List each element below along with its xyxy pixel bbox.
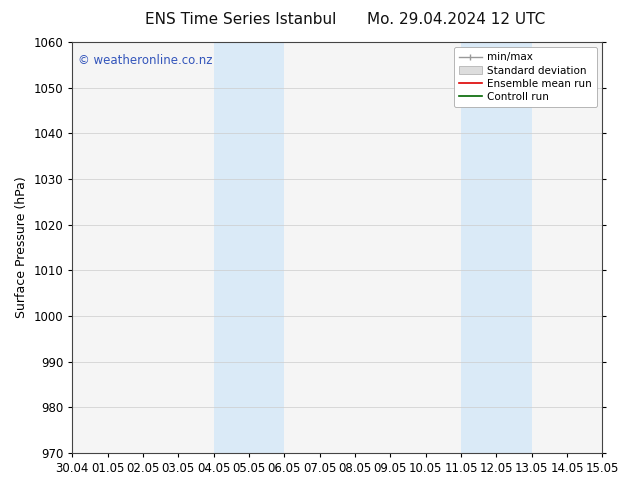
- Text: ENS Time Series Istanbul: ENS Time Series Istanbul: [145, 12, 337, 27]
- Legend: min/max, Standard deviation, Ensemble mean run, Controll run: min/max, Standard deviation, Ensemble me…: [454, 47, 597, 107]
- Text: © weatheronline.co.nz: © weatheronline.co.nz: [77, 54, 212, 68]
- Bar: [249, 42, 284, 453]
- Bar: [496, 42, 532, 453]
- Text: Mo. 29.04.2024 12 UTC: Mo. 29.04.2024 12 UTC: [367, 12, 546, 27]
- Bar: [461, 42, 496, 453]
- Bar: [214, 42, 249, 453]
- Y-axis label: Surface Pressure (hPa): Surface Pressure (hPa): [15, 176, 28, 318]
